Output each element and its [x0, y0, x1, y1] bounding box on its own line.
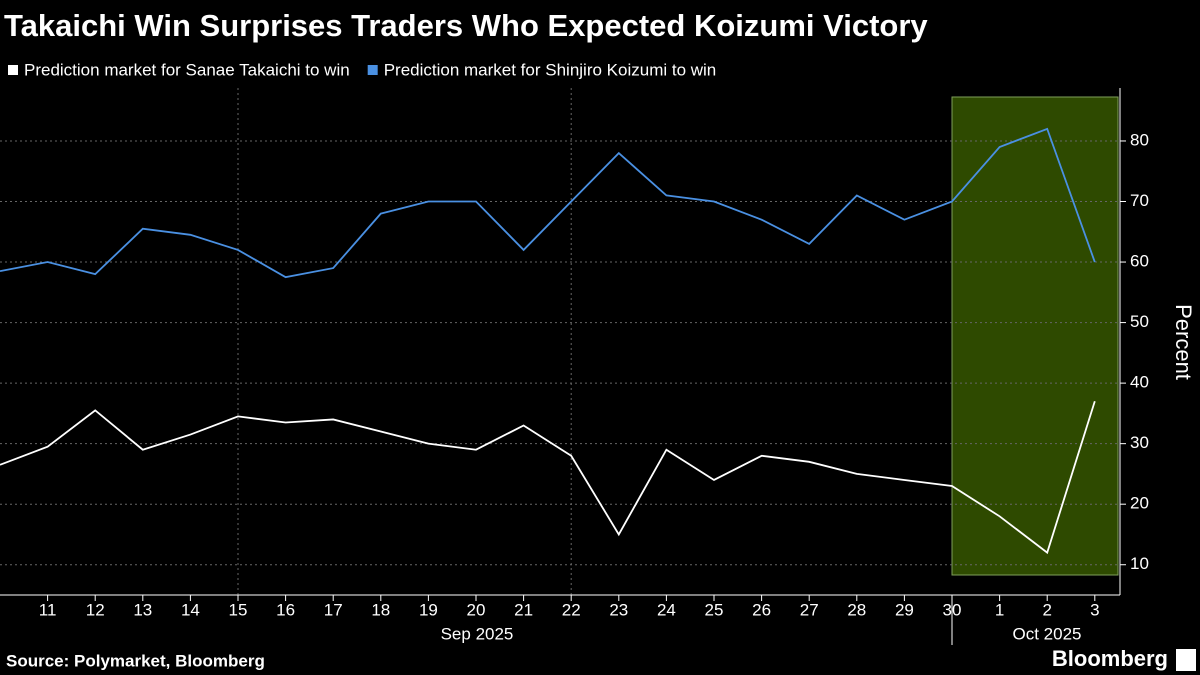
- y-axis-label: Percent: [1171, 304, 1196, 380]
- legend-swatch: [367, 65, 378, 75]
- y-tick-label: 10: [1130, 554, 1149, 573]
- x-tick-label: 29: [895, 600, 914, 619]
- x-group-label: Sep 2025: [441, 624, 514, 643]
- x-tick-label: 2: [1042, 600, 1051, 619]
- y-tick-label: 40: [1130, 373, 1149, 392]
- x-tick-label: 18: [371, 600, 390, 619]
- x-tick-label: 3: [1090, 600, 1099, 619]
- y-tick-label: 60: [1130, 252, 1149, 271]
- brand: Bloomberg: [1052, 646, 1168, 671]
- x-tick-label: 12: [86, 600, 105, 619]
- y-tick-label: 20: [1130, 494, 1149, 513]
- legend-label: Prediction market for Shinjiro Koizumi t…: [384, 60, 717, 79]
- legend-swatch: [8, 65, 18, 75]
- x-tick-label: 14: [181, 600, 200, 619]
- x-tick-label: 27: [800, 600, 819, 619]
- lines: [0, 127, 1096, 555]
- x-tick-label: 26: [752, 600, 771, 619]
- x-tick-label: 22: [562, 600, 581, 619]
- x-tick-label: 28: [847, 600, 866, 619]
- grid: [0, 88, 1120, 595]
- highlight-region: [951, 96, 1119, 576]
- source: Source: Polymarket, Bloomberg: [6, 651, 265, 670]
- y-tick-label: 50: [1130, 312, 1149, 331]
- series-line: [0, 401, 1096, 555]
- chart-title: Takaichi Win Surprises Traders Who Expec…: [4, 8, 928, 43]
- brand-icon: [1176, 649, 1196, 671]
- x-tick-label: 11: [39, 600, 57, 619]
- x-tick-label: 1: [995, 600, 1004, 619]
- y-tick-label: 80: [1130, 130, 1149, 149]
- x-tick-label: 23: [609, 600, 628, 619]
- x-tick-label: 13: [133, 600, 152, 619]
- y-tick-label: 30: [1130, 433, 1149, 452]
- x-group-label: Oct 2025: [1013, 624, 1082, 643]
- x-tick-label: 19: [419, 600, 438, 619]
- x-tick-label: 17: [324, 600, 343, 619]
- x-tick-label: 24: [657, 600, 676, 619]
- x-tick-label: 25: [705, 600, 724, 619]
- legend: Prediction market for Sanae Takaichi to …: [8, 60, 716, 79]
- x-tick-label: 21: [514, 600, 533, 619]
- x-tick-label: 20: [467, 600, 486, 619]
- y-tick-label: 70: [1130, 191, 1149, 210]
- x-tick-label: 15: [229, 600, 248, 619]
- x-tick-label: 16: [276, 600, 295, 619]
- x-tick-label: 30: [943, 600, 962, 619]
- legend-label: Prediction market for Sanae Takaichi to …: [24, 60, 350, 79]
- series-line: [0, 127, 1096, 279]
